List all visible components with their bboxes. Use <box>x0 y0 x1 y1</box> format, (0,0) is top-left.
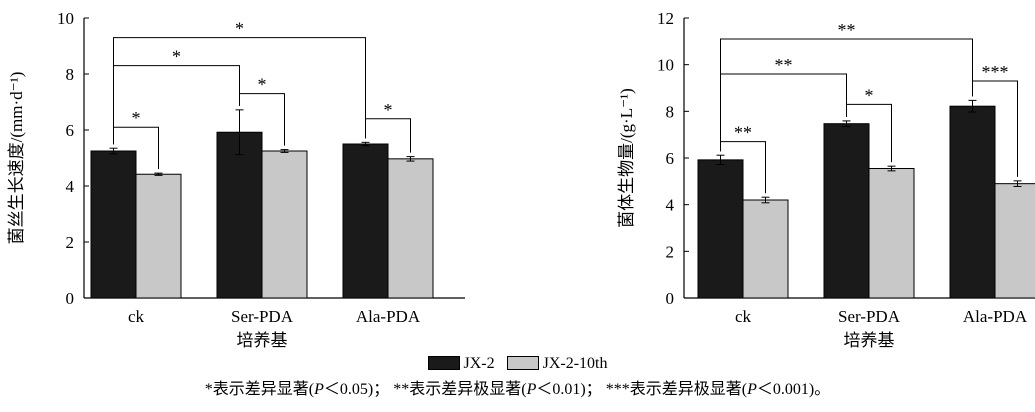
footnote-part-2b: ＜0.01)； <box>536 381 602 398</box>
x-tick-label-0-1: Ser-PDA <box>231 307 294 326</box>
significance-label-0-0: * <box>132 108 141 128</box>
footnote-p-3: P <box>747 381 757 398</box>
significance-label-0-1: * <box>258 75 267 95</box>
footnote-part-2a: **表示差异极显著( <box>393 381 527 398</box>
significance-label-0-4: * <box>235 19 244 39</box>
bar-1-1-2 <box>994 183 1035 299</box>
footnote: *表示差异显著(P＜0.05)； **表示差异极显著(P＜0.01)； ***表… <box>0 380 1035 400</box>
legend-label-jx2: JX-2 <box>463 355 495 372</box>
legend: JX-2 JX-2-10th <box>0 354 1035 374</box>
significance-label-1-3: ** <box>775 55 793 75</box>
significance-label-1-0: ** <box>734 123 752 143</box>
legend-swatch-jx2 <box>427 356 460 370</box>
footnote-part-1a: *表示差异显著( <box>204 381 315 398</box>
significance-label-1-1: * <box>865 85 874 105</box>
footnote-part-1b: ＜0.05)； <box>323 381 390 398</box>
y-axis-title-1: 菌体生物量/(g·L⁻¹) <box>617 88 636 228</box>
significance-label-1-4: ** <box>838 20 856 40</box>
legend-item-jx2: JX-2 <box>427 354 495 374</box>
y-tick-label-1-6: 6 <box>666 149 675 168</box>
x-axis-title-1: 培养基 <box>844 331 895 350</box>
bar-1-0-0 <box>697 159 744 299</box>
y-tick-label-0-0: 0 <box>66 289 75 308</box>
x-tick-label-1-0: ck <box>735 307 752 326</box>
bar-0-0-2 <box>342 143 389 299</box>
y-tick-label-1-10: 10 <box>657 56 674 75</box>
x-tick-label-0-0: ck <box>128 307 145 326</box>
footnote-part-3b: ＜0.001)。 <box>756 381 831 398</box>
bar-0-1-1 <box>261 150 308 299</box>
legend-item-jx2-10th: JX-2-10th <box>506 354 608 374</box>
x-tick-label-1-1: Ser-PDA <box>838 307 901 326</box>
y-tick-label-0-8: 8 <box>66 65 75 84</box>
bar-1-1-0 <box>742 199 789 299</box>
y-tick-label-1-0: 0 <box>666 289 675 308</box>
bar-0-0-0 <box>90 150 137 299</box>
significance-label-0-3: * <box>172 47 181 67</box>
y-tick-label-0-10: 10 <box>57 9 74 28</box>
significance-label-0-2: * <box>384 100 393 120</box>
y-tick-label-0-6: 6 <box>66 121 75 140</box>
bar-0-1-0 <box>135 173 182 299</box>
y-axis-title-0: 菌丝生长速度/(mm·d⁻¹) <box>7 72 26 245</box>
bar-1-0-2 <box>949 105 996 299</box>
legend-label-jx2-10th: JX-2-10th <box>542 355 608 372</box>
bar-0-0-1 <box>216 131 263 299</box>
significance-label-1-2: *** <box>982 62 1009 82</box>
footnote-part-3a: ***表示差异极显著( <box>605 381 748 398</box>
x-tick-label-1-2: Ala-PDA <box>963 307 1028 326</box>
significance-bracket-0-4 <box>113 37 366 145</box>
significance-bracket-1-4 <box>720 38 973 152</box>
footnote-p-1: P <box>314 381 324 398</box>
bar-1-0-1 <box>823 123 870 299</box>
y-tick-label-0-4: 4 <box>66 177 75 196</box>
footnote-p-2: P <box>526 381 537 398</box>
y-tick-label-1-4: 4 <box>666 196 675 215</box>
legend-swatch-jx2-10th <box>506 356 539 370</box>
x-tick-label-0-2: Ala-PDA <box>356 307 421 326</box>
y-tick-label-1-2: 2 <box>666 242 675 261</box>
bar-0-1-2 <box>387 158 434 299</box>
y-tick-label-0-2: 2 <box>66 233 75 252</box>
x-axis-title-0: 培养基 <box>237 331 288 350</box>
bar-1-1-1 <box>868 168 915 299</box>
y-tick-label-1-12: 12 <box>657 9 674 28</box>
y-tick-label-1-8: 8 <box>666 102 675 121</box>
